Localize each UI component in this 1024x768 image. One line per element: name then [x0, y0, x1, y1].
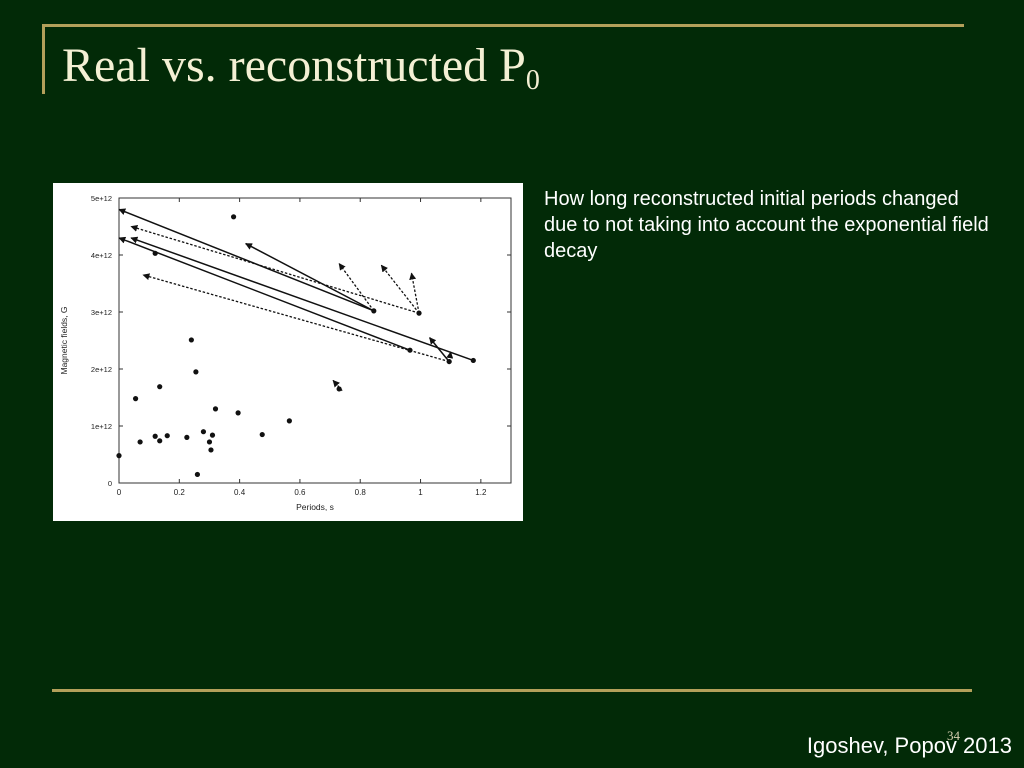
x-tick-label: 1.2: [475, 488, 487, 497]
data-point: [152, 250, 158, 256]
y-tick-label: 1e+12: [91, 422, 112, 431]
arrow-layer: [118, 208, 474, 392]
x-tick-label: 0.2: [174, 488, 186, 497]
x-axis-label: Periods, s: [296, 502, 334, 512]
data-point: [235, 410, 241, 416]
y-tick-label: 5e+12: [91, 194, 112, 203]
scatter-chart: 0 0.2 0.4 0.6 0.8 1 1.2 0 1e+12 2e+12 3e+12 4e+12 5e…: [59, 194, 512, 512]
data-point: [209, 432, 216, 438]
y-tick-label: 0: [108, 479, 112, 488]
x-tick-label: 1: [418, 488, 423, 497]
solid-arrow: [118, 236, 411, 351]
y-axis-label: Magnetic fields, G: [59, 306, 69, 374]
x-tick-label: 0.6: [294, 488, 306, 497]
data-point: [194, 471, 200, 478]
slide-title: Real vs. reconstructed P0: [62, 39, 540, 97]
left-rule: [42, 24, 45, 94]
data-point: [152, 433, 158, 439]
solid-arrow: [130, 236, 474, 362]
title-main: Real vs. reconstructed P: [62, 39, 526, 92]
solid-arrow: [429, 337, 450, 363]
x-tick-label: 0: [117, 488, 122, 497]
x-tick-label: 0.4: [234, 488, 246, 497]
data-point: [164, 433, 170, 439]
bottom-rule: [52, 689, 972, 692]
page-number: 34: [947, 728, 960, 743]
data-point: [200, 429, 207, 435]
data-point: [206, 439, 213, 445]
data-point: [212, 406, 219, 412]
data-point: [157, 438, 163, 444]
data-point: [286, 418, 292, 424]
data-point: [371, 308, 377, 314]
point-layer: [116, 214, 476, 478]
data-point: [157, 384, 163, 390]
data-point: [132, 396, 139, 402]
data-point: [230, 214, 237, 220]
dashed-arrow: [338, 262, 375, 312]
title-subscript: 0: [525, 65, 540, 96]
data-point: [259, 431, 265, 438]
y-tick-label: 2e+12: [91, 365, 112, 374]
credit-text: Igoshev, Popov 2013: [806, 733, 1012, 758]
data-point: [208, 447, 214, 453]
dashed-arrow: [142, 273, 450, 363]
data-point: [137, 439, 143, 445]
solid-arrow: [245, 242, 375, 312]
data-point: [184, 434, 190, 440]
axes-frame: [118, 197, 512, 484]
data-point: [416, 310, 422, 316]
dashed-arrow: [409, 272, 420, 314]
data-point: [446, 358, 452, 365]
data-point: [407, 347, 413, 353]
axis-label-layer: 0 0.2 0.4 0.6 0.8 1 1.2 0 1e+12 2e+12 3e+12 4e+12 5e…: [59, 194, 487, 512]
x-tick-label: 0.8: [355, 488, 367, 497]
top-rule: [42, 24, 964, 27]
chart-panel: 0 0.2 0.4 0.6 0.8 1 1.2 0 1e+12 2e+12 3e+12 4e+12 5e…: [53, 183, 523, 521]
data-point: [188, 337, 194, 343]
data-point: [193, 369, 199, 375]
data-point: [470, 357, 476, 364]
dashed-arrow: [380, 264, 420, 314]
plot-frame: [118, 197, 512, 484]
description-text: How long reconstructed initial periods c…: [544, 188, 989, 262]
y-tick-label: 4e+12: [91, 251, 112, 260]
solid-arrow: [118, 208, 375, 312]
dashed-arrow: [130, 224, 420, 314]
data-point: [336, 386, 342, 392]
y-tick-label: 3e+12: [91, 308, 112, 317]
data-point: [116, 453, 122, 459]
